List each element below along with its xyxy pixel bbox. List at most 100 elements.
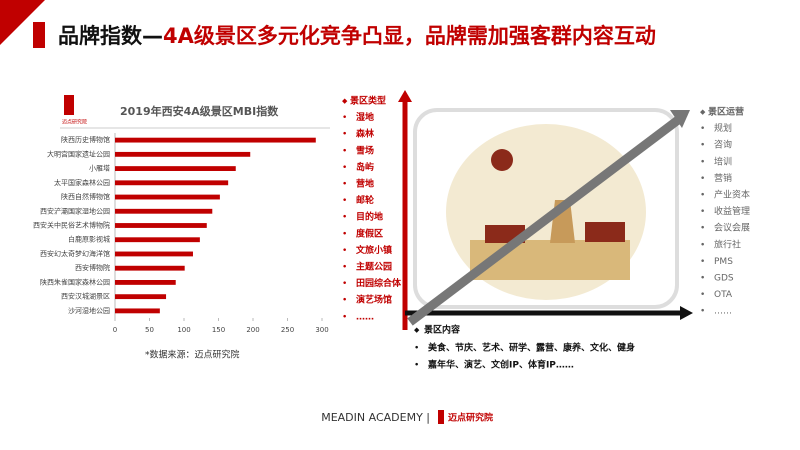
bar [115, 308, 160, 314]
x-tick-label: 300 [315, 326, 328, 334]
bullet: • [342, 263, 347, 273]
chart: 迈点研究院 2019年西安4A级景区MBI指数 *数据来源：迈点研究院 0 50 1… [33, 95, 330, 361]
list-item: 会议会展 [714, 222, 750, 234]
list-heading: 景区内容 [424, 324, 460, 336]
list-item: 产业资本 [714, 189, 750, 201]
list-item: 度假区 [356, 227, 383, 239]
list-item: 岛屿 [356, 161, 374, 173]
source: *数据来源：迈点研究院 [145, 349, 240, 361]
x-tick-label: 250 [281, 326, 294, 334]
bullet: ◆ [342, 97, 348, 105]
content-line: 嘉年华、演艺、文创IP、体育IP…… [427, 359, 574, 371]
bar [115, 223, 207, 228]
list-item: 培训 [714, 155, 732, 167]
lists: 景区类型◆• 湿地• 森林• 雪场• 岛屿• 营地• 邮轮• 目的地• 度假区• 文旅小镇• 主题公… [342, 95, 750, 371]
bullet: • [700, 307, 705, 317]
bullet: • [414, 344, 419, 354]
bullet: • [342, 312, 347, 322]
x-tick-label: 0 [113, 326, 117, 334]
list-item: 营销 [714, 172, 732, 184]
bullet: ◆ [700, 108, 706, 116]
list-item: 收益管理 [714, 205, 750, 217]
x-tick-label: 100 [177, 326, 190, 334]
chart-logo: 迈点研究院 [62, 119, 87, 126]
bullet: • [342, 213, 347, 223]
list-item: 森林 [356, 128, 375, 140]
list-item: 文旅小镇 [355, 244, 392, 256]
y-tick-label: 西安博物院 [75, 263, 110, 272]
bullet: • [700, 157, 705, 167]
list-item: 邮轮 [356, 194, 374, 206]
bar [115, 265, 185, 271]
bullet: • [700, 141, 705, 151]
bullet: • [342, 146, 347, 156]
x-tick-label: 50 [145, 326, 154, 334]
bar [115, 166, 236, 171]
y-tick-label: 白鹿原影视城 [68, 235, 110, 244]
bar [115, 237, 200, 243]
y-tick-label: 西安汉城湖景区 [61, 292, 110, 301]
list-item: 规划 [714, 122, 732, 134]
bullet: • [700, 207, 705, 217]
bullet: • [700, 191, 705, 201]
list-item: 湿地 [356, 111, 374, 123]
list-heading: 景区运营 [708, 106, 744, 118]
bullet: • [342, 163, 347, 173]
footer-logo: 迈点研究院 [448, 412, 493, 424]
x-arrow-head [680, 306, 693, 320]
title: 品牌指数—4A级景区多元化竞争凸显，品牌需加强客群内容互动 [58, 24, 656, 48]
bar [115, 194, 220, 200]
footer-brand: MEADIN ACADEMY | [321, 411, 430, 424]
title-red: 4A级景区多元化竞争凸显，品牌需加强客群内容互动 [163, 24, 656, 48]
corner-decoration [0, 0, 45, 45]
list-heading: 景区类型 [350, 95, 386, 107]
bar [115, 294, 167, 300]
bullet: ◆ [414, 326, 420, 334]
content-line: 美食、节庆、艺术、研学、露营、康养、文化、健身 [428, 342, 635, 354]
diagram [398, 90, 693, 330]
list-item: 咨询 [714, 139, 732, 151]
y-tick-label: 陕西自然博物馆 [61, 192, 110, 201]
bullet: • [342, 180, 347, 190]
x-tick-label: 150 [212, 326, 225, 334]
list-item: 演艺场馆 [356, 294, 392, 306]
bar [115, 251, 193, 257]
bar [115, 208, 213, 214]
bullet: • [342, 279, 347, 289]
bullet: • [700, 224, 705, 234]
building [585, 222, 625, 242]
bullet: • [414, 361, 419, 371]
bar [115, 137, 316, 143]
bullet: • [700, 274, 705, 284]
x-tick-label: 200 [246, 326, 259, 334]
list-item: 目的地 [356, 211, 383, 223]
bar [115, 151, 251, 157]
y-tick-label: 小雁塔 [89, 164, 110, 173]
y-tick-label: 陕西朱雀国家森林公园 [40, 277, 110, 286]
bullet: • [700, 240, 705, 250]
chart-logo-icon [64, 95, 74, 115]
bullet: • [342, 113, 347, 123]
y-tick-label: 西安幻太奇梦幻海洋馆 [40, 249, 110, 258]
bullet: • [342, 229, 347, 239]
title-marker [33, 22, 45, 48]
list-item: 旅行社 [714, 238, 741, 250]
bullet: • [700, 124, 705, 134]
y-tick-label: 沙河湿地公园 [68, 306, 110, 315]
chart-title: 2019年西安4A级景区MBI指数 [120, 104, 279, 118]
footer-logo-icon [438, 410, 444, 424]
y-tick-label: 陕西历史博物馆 [61, 135, 110, 144]
y-tick-label: 西安浐灞国家湿地公园 [40, 206, 110, 215]
list-item: PMS [714, 257, 733, 267]
y-tick-label: 大明宫国家遗址公园 [47, 149, 110, 158]
list-item: OTA [714, 290, 733, 300]
title-black: 品牌指数— [58, 24, 163, 48]
list-item: 田园综合体 [356, 277, 402, 289]
list-item: 雪场 [356, 144, 374, 156]
bullet: • [342, 296, 347, 306]
bullet: • [342, 130, 347, 140]
list-item: …… [356, 312, 374, 322]
bullet: • [342, 196, 347, 206]
list-item: 营地 [356, 178, 374, 190]
